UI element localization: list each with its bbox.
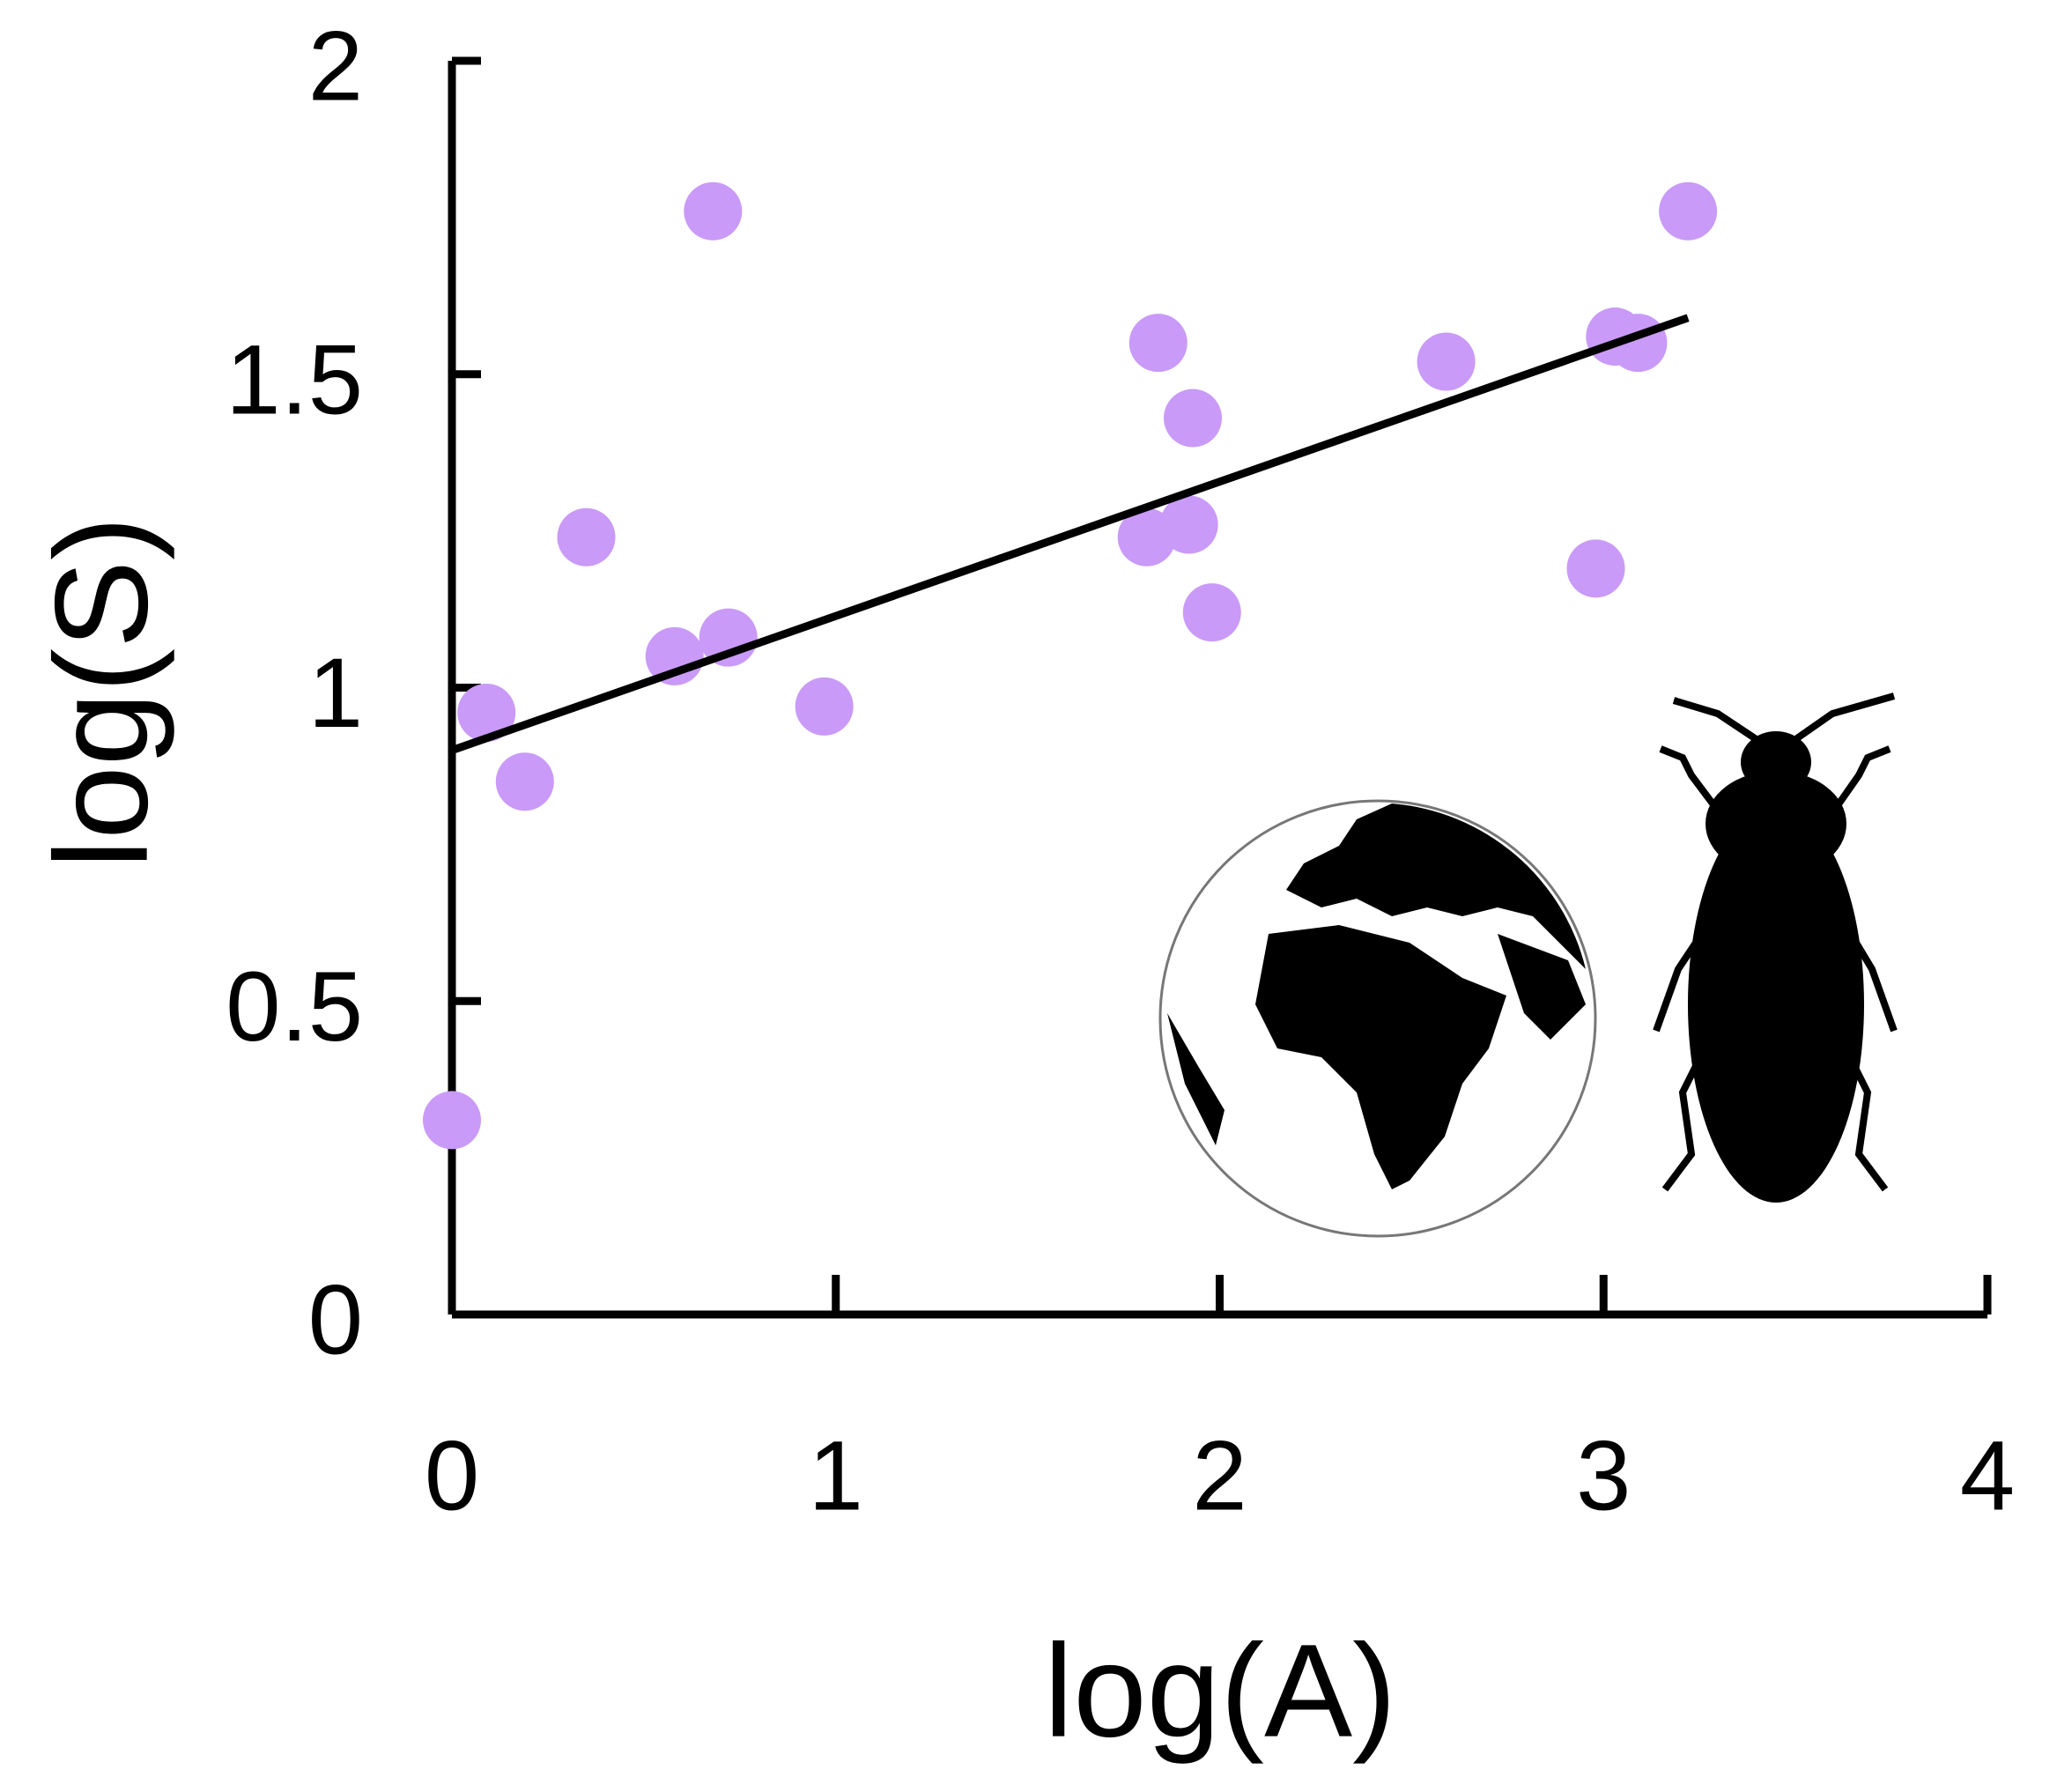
point [684, 181, 743, 241]
y-tick-label: 2 [308, 11, 363, 122]
point [1128, 314, 1188, 373]
point [457, 683, 516, 742]
point [495, 752, 554, 811]
y-axis-label: log(S) [27, 516, 175, 869]
x-tick-label: 3 [1576, 1421, 1631, 1531]
point [1417, 332, 1476, 391]
fit-line [450, 314, 1690, 754]
y-tick-label: 0.5 [226, 952, 363, 1062]
point [1659, 181, 1718, 241]
x-axis-label: log(A) [1044, 1617, 1396, 1765]
point [1566, 539, 1625, 598]
x-tick-label: 4 [1960, 1421, 2015, 1531]
beetle-icon [1653, 692, 1898, 1203]
y-tick-label: 1 [308, 638, 363, 748]
y-tick-label: 1.5 [226, 324, 363, 434]
y-tick-label: 0 [308, 1265, 363, 1375]
point [1159, 495, 1218, 554]
point [795, 677, 854, 736]
point [557, 507, 616, 566]
point [1182, 583, 1241, 642]
x-tick-label: 0 [425, 1421, 479, 1531]
point [423, 1091, 481, 1150]
point [1163, 389, 1222, 448]
x-tick-label: 2 [1192, 1421, 1247, 1531]
x-tick-label: 1 [809, 1421, 863, 1531]
globe-icon [1158, 799, 1597, 1238]
